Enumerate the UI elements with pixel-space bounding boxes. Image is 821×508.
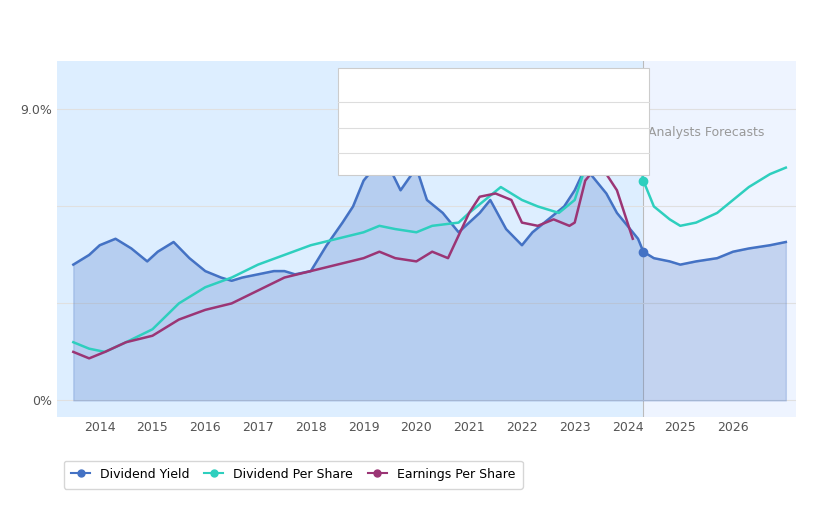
Text: /yr: /yr [574,136,589,146]
Bar [57,61,644,417]
Text: Dividend Per Share: Dividend Per Share [357,136,464,146]
Text: /yr: /yr [549,110,564,120]
Text: Earnings Per Share: Earnings Per Share [357,159,462,169]
Text: AU$0.700: AU$0.700 [509,136,569,146]
Text: Analysts Forecasts: Analysts Forecasts [648,125,764,139]
Text: 4.5%: 4.5% [509,110,540,120]
Text: Apr 29 2024: Apr 29 2024 [357,81,443,94]
Bar [644,61,796,417]
Text: No data: No data [509,159,553,169]
Text: Dividend Yield: Dividend Yield [357,110,437,120]
FancyBboxPatch shape [338,68,649,175]
Legend: Dividend Yield, Dividend Per Share, Earnings Per Share: Dividend Yield, Dividend Per Share, Earn… [64,461,523,489]
Text: Past: Past [613,125,639,139]
